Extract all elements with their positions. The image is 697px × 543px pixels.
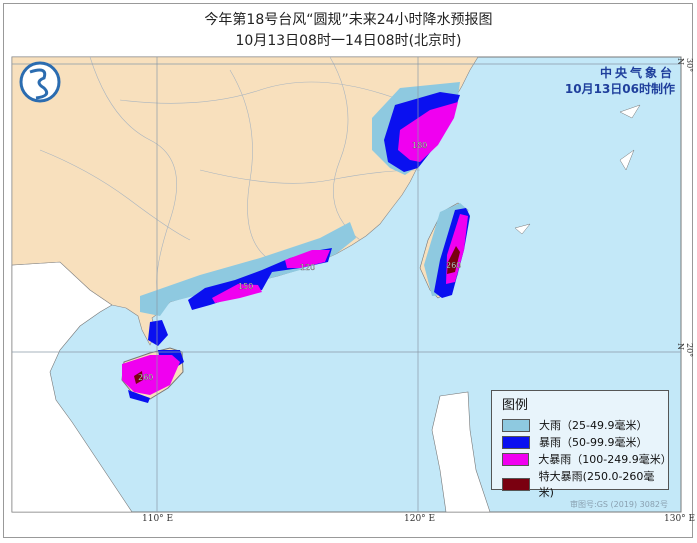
rain-max-label-zhejiang: 180 — [412, 141, 427, 150]
legend-label: 大雨（25-49.9毫米） — [539, 419, 648, 432]
legend-item-torrential: 大暴雨（100-249.9毫米） — [502, 451, 672, 467]
issue-time: 10月13日06时制作 — [564, 82, 675, 96]
lon-label-130: 130° E — [664, 514, 696, 524]
legend-swatch — [502, 418, 530, 432]
graticule — [12, 57, 681, 512]
legend-item-heavy-rain: 大雨（25-49.9毫米） — [502, 417, 647, 433]
torrential-rain-areas — [122, 102, 468, 395]
lon-label-120: 120° E — [404, 514, 436, 524]
legend-swatch — [502, 477, 530, 491]
legend-item-rainstorm: 暴雨（50-99.9毫米） — [502, 434, 647, 450]
agency-name: 中央气象台 — [599, 66, 675, 80]
legend: 图例 大雨（25-49.9毫米） 暴雨（50-99.9毫米） 大暴雨（100-2… — [491, 390, 672, 499]
lat-label-30: 30° N — [676, 58, 694, 73]
legend-title: 图例 — [502, 398, 529, 413]
legend-swatch — [502, 452, 530, 466]
luzon-land — [431, 391, 491, 513]
map-title: 今年第18号台风“圆规”未来24小时降水预报图 — [204, 12, 493, 28]
lat-label-20: 20° N — [676, 343, 694, 358]
map-frame — [3, 3, 693, 538]
rain-max-label-hainan: 260 — [138, 373, 153, 382]
rain-max-label-taiwan: 260 — [446, 261, 461, 270]
legend-label: 大暴雨（100-249.9毫米） — [538, 453, 672, 466]
rain-max-label-guangdong-west: 150 — [238, 282, 253, 291]
legend-swatch — [502, 435, 530, 449]
legend-label: 暴雨（50-99.9毫米） — [539, 436, 648, 449]
rain-max-label-guangdong-east: 120 — [300, 263, 315, 272]
province-borders — [39, 56, 421, 301]
cma-logo-icon — [19, 61, 61, 103]
lon-label-110: 110° E — [142, 514, 174, 524]
map-approval-number: 审图号:GS (2019) 3082号 — [570, 500, 669, 509]
legend-item-extreme: 特大暴雨(250.0-260毫米) — [502, 468, 668, 500]
map-subtitle: 10月13日08时一14日08时(北京时) — [235, 33, 462, 49]
legend-label: 特大暴雨(250.0-260毫米) — [538, 470, 655, 499]
ryukyu-islands — [514, 104, 641, 235]
extreme-rain-areas — [134, 246, 460, 384]
